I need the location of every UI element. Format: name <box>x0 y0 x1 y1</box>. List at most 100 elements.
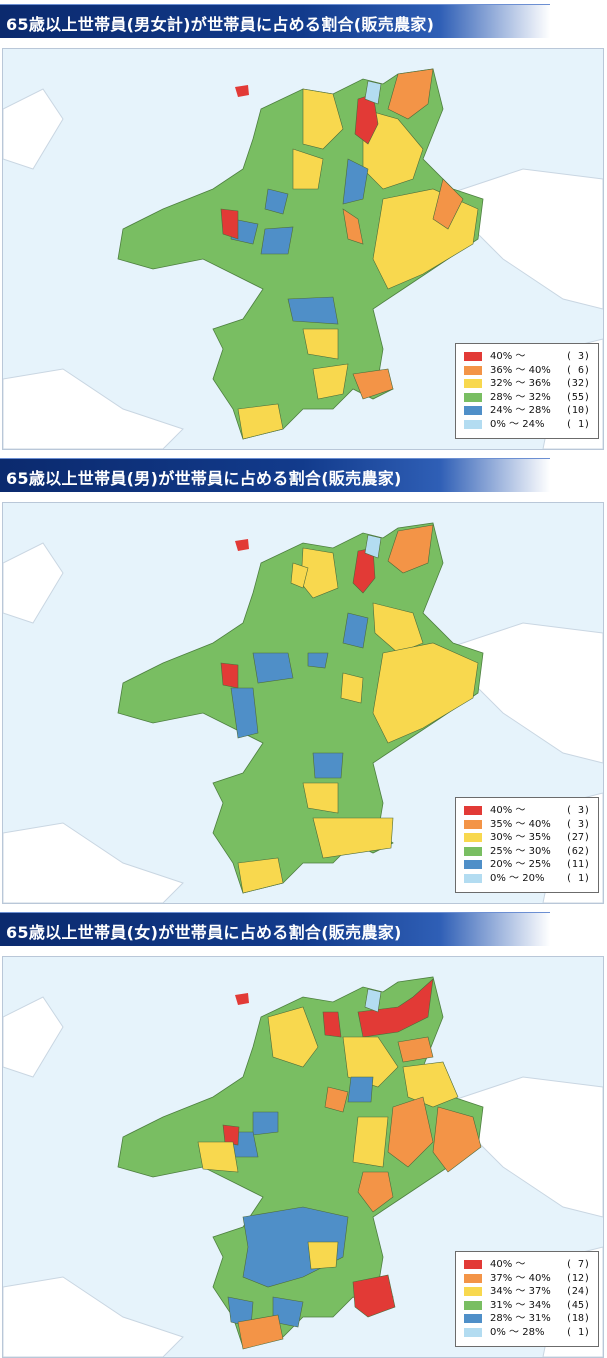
legend-range: 0% ～ 24% <box>490 418 545 430</box>
legend-swatch <box>464 365 482 375</box>
region <box>302 88 344 150</box>
region <box>307 1241 339 1270</box>
legend-range: 36% ～ 40% <box>490 364 551 376</box>
region <box>352 368 394 400</box>
choropleth-map: 40% ～ ( 3) 36% ～ 40% ( 6) 32% ～ 36% (32) 28… <box>2 48 604 450</box>
legend-count: ( 3) <box>565 805 590 816</box>
region <box>264 188 289 215</box>
legend-swatch <box>464 860 482 869</box>
region <box>220 208 239 240</box>
legend-row: 24% ～ 28% (10) <box>464 404 592 418</box>
legend-swatch <box>464 419 482 429</box>
section-title-bar: 65歳以上世帯員(男)が世帯員に占める割合(販売農家) <box>0 458 550 492</box>
legend-swatch <box>464 1327 482 1337</box>
neighbor-land <box>3 1276 184 1357</box>
region <box>342 1036 399 1088</box>
legend-row: 32% ～ 36% (32) <box>464 377 592 391</box>
region <box>237 1314 284 1350</box>
legend-row: 0% ～ 28% ( 1) <box>464 1326 592 1340</box>
legend-row: 28% ～ 31% (18) <box>464 1312 592 1326</box>
legend-swatch <box>464 806 482 815</box>
region <box>290 562 309 589</box>
legend-swatch <box>464 379 482 388</box>
legend-row: 0% ～ 20% ( 1) <box>464 872 592 886</box>
legend-count: ( 3) <box>565 818 590 830</box>
region <box>432 178 464 230</box>
legend-row: 30% ～ 35% (27) <box>464 831 592 845</box>
region <box>387 524 434 574</box>
legend-swatch <box>464 1300 482 1310</box>
legend-row: 20% ～ 25% (11) <box>464 858 592 872</box>
region <box>364 534 382 559</box>
legend-count: (55) <box>565 391 590 403</box>
legend-row: 25% ～ 30% (62) <box>464 845 592 859</box>
legend-count: ( 1) <box>565 1326 590 1338</box>
region <box>342 158 369 205</box>
legend-swatch <box>464 846 482 856</box>
region <box>292 148 324 190</box>
legend-range: 31% ～ 34% <box>490 1299 551 1311</box>
legend-count: (18) <box>565 1313 590 1324</box>
legend-swatch <box>464 833 482 842</box>
legend-range: 28% ～ 32% <box>490 391 551 403</box>
neighbor-land <box>3 822 184 903</box>
region <box>397 1036 434 1063</box>
island <box>235 85 249 97</box>
choropleth-map: 40% ～ ( 7) 37% ～ 40% (12) 34% ～ 37% (24) 31… <box>2 956 604 1358</box>
legend-count: ( 3) <box>565 351 590 362</box>
legend-swatch <box>464 1273 482 1283</box>
region <box>352 1116 389 1168</box>
legend-row: 28% ～ 32% (55) <box>464 391 592 405</box>
region <box>252 1111 279 1136</box>
legend-range: 40% ～ <box>490 351 526 362</box>
region <box>340 672 364 704</box>
map-legend: 40% ～ ( 3) 36% ～ 40% ( 6) 32% ～ 36% (32) 28… <box>455 343 599 439</box>
region <box>302 782 339 814</box>
region <box>302 328 339 360</box>
region <box>267 1006 319 1068</box>
legend-swatch <box>464 392 482 402</box>
legend-count: (10) <box>565 405 590 416</box>
legend-range: 35% ～ 40% <box>490 818 551 830</box>
region <box>222 1124 240 1146</box>
legend-range: 0% ～ 20% <box>490 872 545 884</box>
legend-swatch <box>464 1287 482 1296</box>
region <box>312 363 349 400</box>
legend-count: (32) <box>565 378 590 389</box>
map-graphic <box>3 68 603 449</box>
region <box>357 978 434 1038</box>
legend-range: 24% ～ 28% <box>490 405 551 416</box>
legend-count: (62) <box>565 845 590 857</box>
legend-count: (12) <box>565 1272 590 1284</box>
legend-row: 40% ～ ( 7) <box>464 1258 592 1272</box>
region <box>287 296 339 325</box>
map-graphic <box>3 976 603 1357</box>
neighbor-land <box>3 996 64 1078</box>
legend-range: 40% ～ <box>490 1259 526 1270</box>
legend-row: 35% ～ 40% ( 3) <box>464 818 592 832</box>
neighbor-land <box>3 88 64 170</box>
region <box>312 752 344 779</box>
legend-swatch <box>464 873 482 883</box>
region <box>387 68 434 120</box>
region <box>364 80 382 105</box>
legend-count: (27) <box>565 832 590 843</box>
section-title: 65歳以上世帯員(女)が世帯員に占める割合(販売農家) <box>6 923 402 942</box>
legend-swatch <box>464 1314 482 1323</box>
legend-swatch <box>464 352 482 361</box>
legend-range: 37% ～ 40% <box>490 1272 551 1284</box>
legend-swatch <box>464 1260 482 1269</box>
region <box>347 1076 374 1103</box>
legend-row: 40% ～ ( 3) <box>464 350 592 364</box>
region <box>260 226 294 255</box>
region <box>272 1296 304 1328</box>
region <box>322 1011 342 1038</box>
legend-row: 0% ～ 24% ( 1) <box>464 418 592 432</box>
legend-swatch <box>464 406 482 415</box>
region <box>372 642 479 744</box>
section-title: 65歳以上世帯員(男女計)が世帯員に占める割合(販売農家) <box>6 15 435 34</box>
legend-row: 36% ～ 40% ( 6) <box>464 364 592 378</box>
region <box>237 857 284 894</box>
region <box>230 687 259 739</box>
legend-range: 34% ～ 37% <box>490 1286 551 1297</box>
